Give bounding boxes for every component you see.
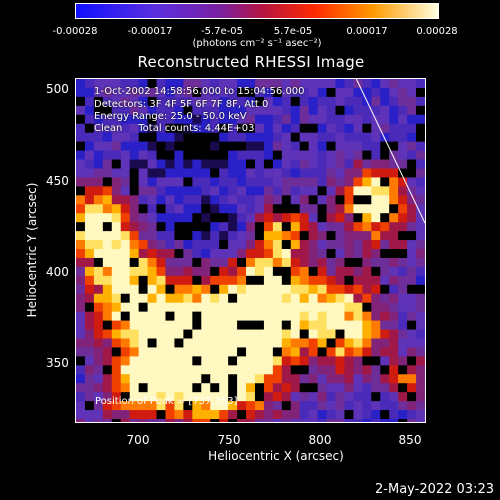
x-tick-label: 750 (217, 433, 241, 447)
colorbar-label: -5.7e-05 (201, 26, 243, 37)
y-tick-label: 400 (46, 265, 69, 279)
heatmap-image (76, 79, 425, 422)
colorbar-label: -0.00017 (127, 26, 173, 37)
colorbar-label: 0.00028 (416, 26, 458, 37)
plot-title: Reconstructed RHESSI Image (137, 53, 365, 71)
colorbar-label: 5.7e-05 (273, 26, 313, 37)
colorbar-label: 0.00017 (346, 26, 388, 37)
time-range-text: 1-Oct-2002 14:58:56.000 to 15:04:56.000 (94, 86, 305, 97)
detectors-text: Detectors: 3F 4F 5F 6F 7F 8F, Att 0 (94, 99, 269, 110)
y-tick-label: 350 (46, 356, 69, 370)
y-tick-label: 450 (46, 174, 69, 188)
x-tick-label: 800 (308, 433, 332, 447)
energy-range-text: Energy Range: 25.0 - 50.0 keV (94, 111, 247, 122)
y-axis-label: Heliocentric Y (arcsec) (25, 182, 39, 318)
x-tick-label: 700 (126, 433, 150, 447)
y-tick-label: 500 (46, 82, 69, 96)
clean-counts-text: Clean Total counts: 4.44E+03 (94, 123, 255, 134)
colorbar (75, 3, 439, 19)
timestamp: 2-May-2022 03:23 (375, 482, 494, 497)
plot-area (75, 78, 426, 423)
peak-position-text: Position of Peak = [737,353] (95, 396, 238, 407)
colorbar-units: (photons cm⁻² s⁻¹ asec⁻²) (192, 38, 322, 49)
x-tick-label: 850 (398, 433, 422, 447)
limb-line (355, 79, 425, 224)
colorbar-label: -0.00028 (52, 26, 98, 37)
x-axis-label: Heliocentric X (arcsec) (208, 449, 344, 463)
